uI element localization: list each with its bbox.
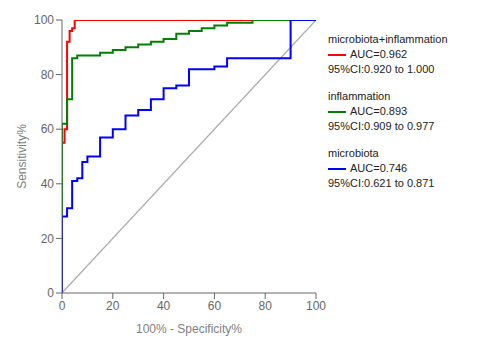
html-text:AUC=0.962: AUC=0.962 bbox=[350, 48, 408, 60]
svg-text:80: 80 bbox=[41, 68, 55, 82]
svg-text:60: 60 bbox=[41, 122, 55, 136]
svg-text:60: 60 bbox=[208, 299, 222, 313]
svg-text:20: 20 bbox=[106, 299, 120, 313]
svg-text:40: 40 bbox=[41, 177, 55, 191]
svg-text:40: 40 bbox=[157, 299, 171, 313]
svg-text:Sensitivity%: Sensitivity% bbox=[15, 124, 29, 189]
svg-text:0: 0 bbox=[59, 299, 66, 313]
svg-text:100% - Specificity%: 100% - Specificity% bbox=[136, 322, 242, 336]
html-text:95%CI:0.909 to 0.977: 95%CI:0.909 to 0.977 bbox=[328, 120, 435, 132]
svg-text:80: 80 bbox=[259, 299, 273, 313]
svg-text:20: 20 bbox=[41, 232, 55, 246]
svg-text:0: 0 bbox=[47, 286, 54, 300]
html-text:AUC=0.893: AUC=0.893 bbox=[350, 105, 408, 117]
html-text:inflammation: inflammation bbox=[328, 90, 391, 102]
svg-text:100: 100 bbox=[306, 299, 326, 313]
svg-text:100: 100 bbox=[34, 13, 54, 27]
html-text:microbiota+inflammation: microbiota+inflammation bbox=[328, 33, 448, 45]
html-text:95%CI:0.621 to 0.871: 95%CI:0.621 to 0.871 bbox=[328, 177, 435, 189]
html-text:microbiota: microbiota bbox=[328, 147, 379, 159]
html-text:95%CI:0.920 to 1.000: 95%CI:0.920 to 1.000 bbox=[328, 63, 435, 75]
html-text:AUC=0.746: AUC=0.746 bbox=[350, 162, 408, 174]
